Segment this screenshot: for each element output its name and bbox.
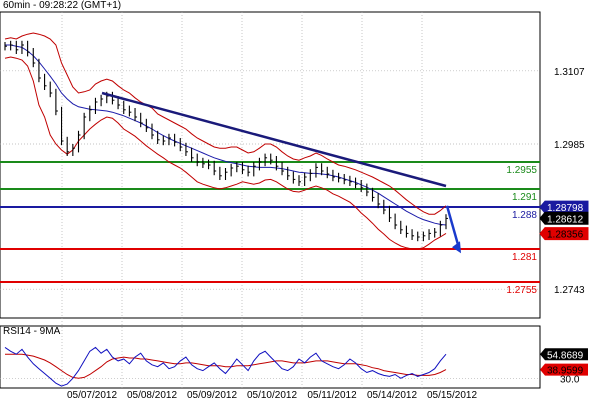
forecast-arrow-head xyxy=(452,241,461,254)
level-label: 1.291 xyxy=(512,192,537,203)
rsi-value-tag xyxy=(540,363,588,376)
price-tag xyxy=(539,211,589,225)
bollinger-lower-line xyxy=(4,56,447,250)
x-tick-label: 05/07/2012 xyxy=(67,390,117,400)
price-tag-label: 1.28612 xyxy=(547,214,584,225)
rsi-ma-line xyxy=(5,353,447,379)
x-tick-label: 05/14/2012 xyxy=(367,390,417,400)
rsi-line xyxy=(4,346,447,387)
trendline xyxy=(101,91,447,188)
level-label: 1.2755 xyxy=(506,285,537,296)
price-panel-frame xyxy=(0,11,541,319)
level-label: 1.281 xyxy=(512,252,537,263)
price-tag-label: 1.28798 xyxy=(547,203,584,214)
y-tick-label: 1.2743 xyxy=(554,285,585,296)
rsi-value-label: 54.8689 xyxy=(547,350,584,361)
rsi-label: RSI14 - 9MA xyxy=(3,326,61,337)
y-tick-label: 1.3107 xyxy=(554,67,585,78)
x-tick-label: 05/11/2012 xyxy=(307,390,357,400)
x-tick-label: 05/08/2012 xyxy=(127,390,177,400)
x-tick-label: 05/10/2012 xyxy=(247,390,297,400)
rsi-value-tag xyxy=(540,348,588,361)
level-label: 1.288 xyxy=(512,210,537,221)
y-tick-label: 1.2985 xyxy=(554,140,585,151)
chart-title: 60min - 09:28:22 (GMT+1) xyxy=(3,0,122,11)
x-tick-label: 05/15/2012 xyxy=(427,390,477,400)
price-tag xyxy=(539,200,589,214)
rsi-panel-frame xyxy=(0,325,541,389)
price-tag-label: 1.28356 xyxy=(547,230,584,241)
moving-average-line xyxy=(5,44,447,226)
forecast-arrow-shaft xyxy=(445,205,461,249)
x-tick-label: 05/09/2012 xyxy=(187,390,237,400)
level-label: 1.2955 xyxy=(506,165,537,176)
bollinger-upper-line xyxy=(4,32,447,215)
rsi-tick-label: 30.0 xyxy=(560,374,580,385)
price-tag xyxy=(539,227,589,241)
rsi-value-label: 38.9599 xyxy=(547,366,584,377)
